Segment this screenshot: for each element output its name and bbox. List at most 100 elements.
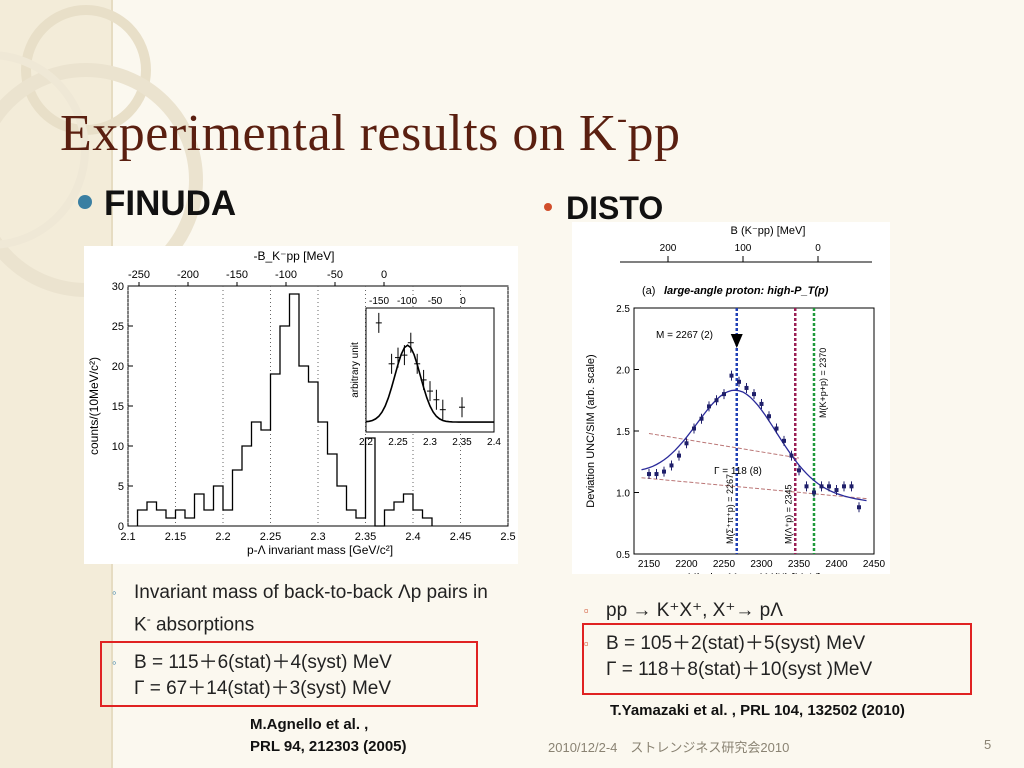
x-axis-label: p-Λ invariant mass [GeV/c²] — [247, 543, 393, 557]
top-tick-label: -150 — [226, 269, 248, 281]
y-tick-label: 5 — [118, 481, 124, 493]
annotation-line-3: M(K+p+p) = 2370 — [818, 348, 828, 418]
data-point — [647, 472, 651, 477]
data-point — [729, 373, 734, 378]
bullet-icon: ▫ — [584, 603, 589, 618]
data-point — [759, 401, 764, 406]
finuda-bullet-2: ◦ B = 115＋6(stat)＋4(syst) MeV Γ = 67＋14(… — [112, 652, 392, 699]
bullet-icon — [544, 203, 552, 211]
top-tick-label: 0 — [381, 269, 387, 281]
data-point — [782, 438, 786, 443]
y-tick-label: 2.5 — [616, 304, 630, 315]
top-tick-label: -200 — [177, 269, 199, 281]
data-point — [752, 392, 756, 397]
bullet-icon: ▫ — [584, 636, 589, 651]
inset-top-tick-label: -150 — [369, 296, 389, 307]
x-tick-label: 2200 — [675, 559, 698, 570]
y-tick-label: 20 — [112, 361, 124, 373]
inset-x-tick-label: 2.4 — [487, 437, 501, 448]
data-point — [684, 441, 689, 446]
disto-bullet-1: ▫ pp → K⁺X⁺, X⁺→ pΛ — [584, 598, 986, 624]
footer-date: 2010/12/2-4 ストレンジネス研究会2010 — [548, 740, 790, 755]
inset-x-tick-label: 2.25 — [388, 437, 408, 448]
x-tick-label: 2250 — [713, 559, 736, 570]
disto-reference: T.Yamazaki et al. , PRL 104, 132502 (201… — [610, 702, 905, 719]
y-tick-label: 2.0 — [616, 366, 630, 377]
data-point — [662, 469, 666, 474]
finuda-result-box — [100, 641, 478, 707]
annotation-line-2: M(Λ⁺p) = 2345 — [783, 484, 793, 544]
finuda-reference: M.Agnello et al. , PRL 94, 212303 (2005) — [250, 716, 407, 755]
chart-subtitle: large-angle proton: high-P_T(p) — [664, 285, 829, 297]
inset-x-tick-label: 2.35 — [452, 437, 472, 448]
data-point — [812, 490, 816, 495]
top-axis-label: -B_K⁻pp [MeV] — [253, 249, 334, 263]
x-tick-label: 2.45 — [450, 531, 471, 543]
inset-fit-curve — [365, 344, 494, 423]
inset-x-tick-label: 2.3 — [423, 437, 437, 448]
data-point — [669, 463, 674, 468]
bullet-icon: ◦ — [112, 585, 117, 600]
histogram-line — [136, 293, 433, 527]
x-tick-label: 2.1 — [120, 531, 135, 543]
page-number: 5 — [984, 737, 992, 752]
peak-arrow-icon — [730, 334, 743, 348]
top-tick-label: -100 — [275, 269, 297, 281]
x-tick-label: 2.2 — [215, 531, 230, 543]
data-point — [737, 379, 741, 384]
y-axis-label: Deviation UNC/SIM (arb. scale) — [585, 354, 597, 507]
y-tick-label: 1.5 — [616, 427, 630, 438]
x-tick-label: 2.35 — [355, 531, 376, 543]
x-tick-label: 2.5 — [500, 531, 515, 543]
x-tick-label: 2400 — [825, 559, 848, 570]
disto-result-box — [582, 623, 972, 695]
top-tick-label: 0 — [815, 243, 821, 254]
top-tick-label: 100 — [735, 243, 752, 254]
data-point — [677, 453, 681, 458]
data-point — [774, 426, 779, 431]
data-point — [699, 416, 704, 421]
data-point — [789, 453, 794, 458]
finuda-bullet-1: ◦ Invariant mass of back-to-back Λp pair… — [112, 582, 488, 636]
data-point — [842, 484, 846, 489]
fit-curve — [641, 389, 867, 502]
disto-chart: 2150 2200 2250 2300 2350 2400 2450 0.5 1.0 1.5 2.0… — [572, 222, 890, 584]
finuda-chart: 2.1 2.15 2.2 2.25 2.3 2.35 2.4 2.45 2.5 0 5 10 15 20 2… — [84, 246, 518, 564]
bullet-icon — [78, 195, 92, 209]
data-point — [849, 484, 854, 489]
inset-x-tick-label: 2.2 — [359, 437, 373, 448]
top-tick-label: -250 — [128, 269, 150, 281]
data-point — [834, 488, 839, 493]
x-tick-label: 2300 — [750, 559, 773, 570]
annotation-mass: M = 2267 (2) — [656, 330, 713, 341]
x-tick-label: 2350 — [788, 559, 811, 570]
data-point — [654, 472, 659, 477]
x-tick-label: 2.4 — [405, 531, 420, 543]
plot-frame — [633, 307, 875, 555]
background-line — [641, 477, 867, 500]
annotation-line-1: M(Σ⁺π⁺p) = 2267 — [725, 474, 735, 544]
top-axis-label: B (K⁻pp) [MeV] — [731, 225, 806, 237]
background-line — [648, 432, 800, 459]
top-tick-label: -50 — [327, 269, 343, 281]
data-point — [692, 426, 696, 431]
y-tick-label: 1.0 — [616, 489, 630, 500]
data-point — [804, 484, 809, 489]
x-tick-label: 2.15 — [165, 531, 186, 543]
y-tick-label: 0.5 — [616, 550, 630, 561]
slide-title: Experimental results on K-pp — [60, 102, 681, 162]
x-axis-label: Missing Mass ΔM(K) [MeV] — [688, 572, 821, 574]
annotation-width: Γ = 118 (8) — [714, 466, 762, 477]
data-point — [767, 414, 771, 419]
y-tick-label: 25 — [112, 321, 124, 333]
finuda-heading: FINUDA — [78, 184, 236, 224]
data-point — [707, 404, 711, 409]
y-tick-label: 15 — [112, 401, 124, 413]
x-tick-label: 2450 — [863, 559, 886, 570]
data-point — [744, 385, 749, 390]
inset-y-axis-label: arbitrary unit — [350, 342, 361, 398]
data-point — [797, 468, 801, 473]
bullet-icon: ◦ — [112, 655, 117, 670]
inset-frame — [365, 307, 495, 433]
x-tick-label: 2.3 — [310, 531, 325, 543]
